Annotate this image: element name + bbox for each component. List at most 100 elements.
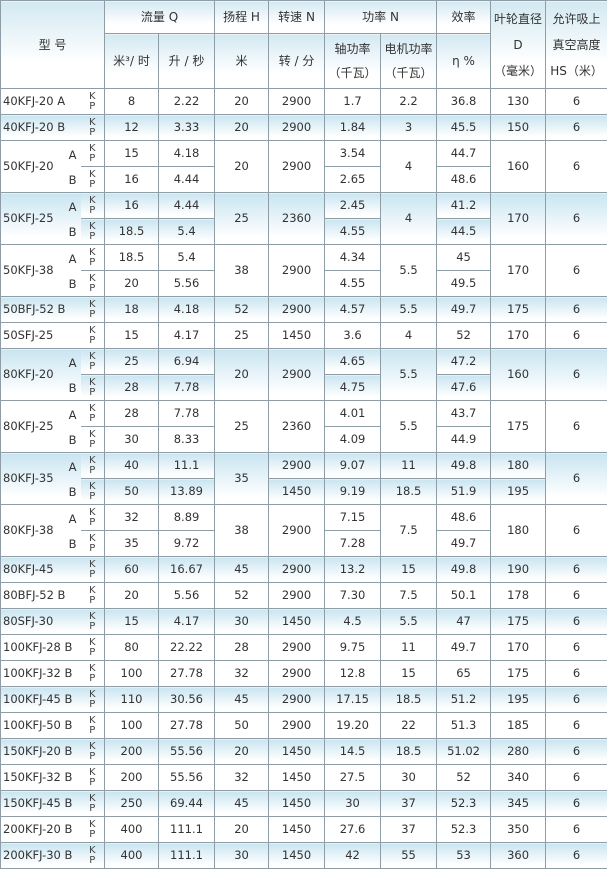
model-name: 80KFJ-38	[3, 522, 54, 537]
model-cell: 100KFJ-28 B	[0, 634, 81, 661]
shaft-power-cell: 4.55	[324, 218, 382, 245]
suction-hs-cell: 6	[545, 790, 607, 817]
kp-k: K	[88, 454, 96, 466]
model-name: 80KFJ-35	[3, 470, 54, 485]
header-motor-power-label: 电机功率	[384, 42, 433, 56]
kp-k: K	[88, 844, 96, 856]
shaft-power-cell: 4.75	[324, 374, 382, 401]
model-cell: 80SFJ-30	[0, 608, 81, 635]
speed-cell: 2360	[268, 400, 326, 453]
efficiency-cell: 48.6	[436, 166, 492, 193]
header-impeller-unit: （毫米）	[494, 63, 543, 78]
model-cell: 80KFJ-20 A B	[0, 348, 81, 401]
speed-cell: 2900	[268, 88, 326, 115]
head-cell: 25	[214, 192, 270, 245]
shaft-power-cell: 4.5	[324, 608, 382, 635]
variant-a: A	[68, 356, 77, 370]
kp-p: P	[89, 308, 96, 320]
suction-hs-cell: 6	[545, 452, 607, 505]
shaft-power-cell: 9.75	[324, 634, 382, 661]
impeller-d-cell: 170	[490, 192, 547, 245]
motor-power-cell: 22	[380, 712, 438, 739]
header-flow: 流量 Q	[104, 0, 216, 34]
model-cell: 80KFJ-45	[0, 556, 81, 583]
flow-m3h-cell: 30	[104, 426, 160, 453]
flow-m3h-cell: 35	[104, 530, 160, 557]
model-cell: 50KFJ-20 A B	[0, 140, 81, 193]
table-row: 150KFJ-45 B K P 250 69.44 45 1450 30 37 52.3 345 6	[0, 790, 607, 817]
head-cell: 30	[214, 842, 270, 869]
kp-k: K	[88, 194, 96, 206]
efficiency-cell: 49.7	[436, 634, 492, 661]
speed-cell: 1450	[268, 478, 326, 505]
impeller-d-cell: 160	[490, 140, 547, 193]
kp-k: K	[88, 142, 96, 154]
shaft-power-cell: 4.01	[324, 400, 382, 427]
shaft-power-cell: 7.30	[324, 582, 382, 609]
shaft-power-cell: 14.5	[324, 738, 382, 765]
table-row: K P 50 13.89 1450 9.19 18.5 51.9 195	[1, 478, 607, 505]
header-motor-power-unit: （千瓦）	[384, 66, 433, 80]
flow-m3h-cell: 15	[104, 322, 160, 349]
kp-p: P	[89, 412, 96, 424]
suction-hs-cell: 6	[545, 816, 607, 843]
header-shaft-power-label: 轴功率	[334, 42, 371, 56]
header-impeller-label: 叶轮直径	[494, 11, 543, 26]
header-flow-ls: 升 / 秒	[158, 33, 216, 89]
model-cell: 100KFJ-50 B	[0, 712, 81, 739]
speed-cell: 2900	[268, 504, 326, 557]
head-cell: 20	[214, 348, 270, 401]
shaft-power-cell: 4.34	[324, 244, 382, 271]
flow-m3h-cell: 18.5	[104, 244, 160, 271]
motor-power-cell: 55	[380, 842, 438, 869]
header-model: 型 号	[0, 0, 106, 89]
shaft-power-cell: 2.45	[324, 192, 382, 219]
flow-ls-cell: 55.56	[158, 764, 216, 791]
head-cell: 20	[214, 738, 270, 765]
kp-k: K	[88, 376, 96, 388]
shaft-power-cell: 1.84	[324, 114, 382, 141]
flow-ls-cell: 111.1	[158, 842, 216, 869]
table-row: 80KFJ-20 A B K P 25 6.94 20 2900 4.65 5.5 47.2 160 6	[0, 348, 607, 401]
table-row: 100KFJ-45 B K P 110 30.56 45 2900 17.15 18.5 51.2…	[0, 686, 607, 713]
shaft-power-cell: 3.54	[324, 140, 382, 167]
header-flow-m3h: 米³/ 时	[104, 33, 160, 89]
efficiency-cell: 50.1	[436, 582, 492, 609]
impeller-d-cell: 360	[490, 842, 547, 869]
kp-k: K	[88, 688, 96, 700]
flow-m3h-cell: 100	[104, 660, 160, 687]
impeller-d-cell: 195	[490, 686, 547, 713]
table-row: 50KFJ-20 A B K P 15 4.18 20 2900 3.54 4 44.7 160 6	[0, 140, 607, 193]
impeller-d-cell: 195	[490, 478, 547, 505]
motor-power-cell: 5.5	[380, 244, 438, 297]
head-cell: 45	[214, 556, 270, 583]
motor-power-cell: 11	[380, 634, 438, 661]
motor-power-cell: 30	[380, 764, 438, 791]
speed-cell: 1450	[268, 608, 326, 635]
flow-ls-cell: 6.94	[158, 348, 216, 375]
model-cell: 40KFJ-20 A	[0, 88, 81, 115]
model-name: 100KFJ-28 B	[3, 639, 73, 654]
impeller-d-cell: 170	[490, 634, 547, 661]
model-cell: 50SFJ-25	[0, 322, 81, 349]
flow-m3h-cell: 32	[104, 504, 160, 531]
kp-p: P	[89, 646, 96, 658]
kp-p: P	[89, 282, 96, 294]
kp-k: K	[88, 558, 96, 570]
suction-hs-cell: 6	[545, 764, 607, 791]
model-cell: 80KFJ-25 A B	[0, 400, 81, 453]
model-cell: 50BFJ-52 B	[0, 296, 81, 323]
model-name: 50SFJ-25	[3, 327, 54, 342]
efficiency-cell: 51.3	[436, 712, 492, 739]
table-row: 40KFJ-20 B K P 12 3.33 20 2900 1.84 3 45.5 150 6	[0, 114, 607, 141]
